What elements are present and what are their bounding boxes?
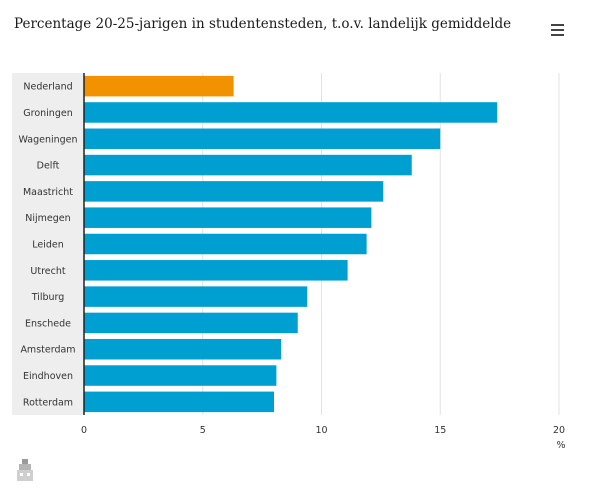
category-label: Utrecht [30, 266, 65, 277]
bar-groningen [84, 102, 498, 123]
chart-title: Percentage 20-25-jarigen in studentenste… [14, 16, 512, 32]
bar-nederland [84, 75, 234, 97]
category-label: Enschede [25, 318, 71, 329]
category-label: Groningen [23, 108, 72, 119]
bar-chart: Nederland Groningen Wageningen Delft Maastri… [12, 73, 566, 451]
category-label: Wageningen [18, 134, 77, 145]
x-tick-label: 0 [81, 425, 87, 436]
x-tick-label: 20 [553, 425, 565, 436]
bar-utrecht [84, 260, 348, 281]
bar-amsterdam [84, 338, 282, 360]
bar-leiden [84, 233, 367, 255]
category-label: Nederland [23, 82, 72, 93]
category-label: Leiden [32, 240, 64, 251]
x-tick-label: 5 [200, 425, 206, 436]
category-label: Rotterdam [23, 397, 73, 408]
cbs-logo-icon [17, 459, 33, 481]
category-label: Amsterdam [20, 345, 75, 356]
category-label: Delft [37, 161, 60, 172]
category-label: Eindhoven [23, 371, 73, 382]
bar-rotterdam [84, 391, 274, 413]
hamburger-menu-icon[interactable] [551, 24, 564, 36]
bar-delft [84, 154, 412, 176]
bar-maastricht [84, 181, 384, 202]
x-tick-label: 10 [315, 425, 327, 436]
x-axis-unit: % [556, 440, 565, 451]
bar-tilburg [84, 286, 308, 307]
category-label: Nijmegen [25, 213, 70, 224]
x-tick-label: 15 [434, 425, 446, 436]
bar-wageningen [84, 128, 441, 150]
category-label: Tilburg [31, 292, 65, 303]
bar-enschede [84, 312, 298, 334]
bar-nijmegen [84, 207, 372, 228]
category-label: Maastricht [23, 187, 73, 198]
bar-eindhoven [84, 365, 277, 386]
category-label-band [12, 73, 84, 415]
